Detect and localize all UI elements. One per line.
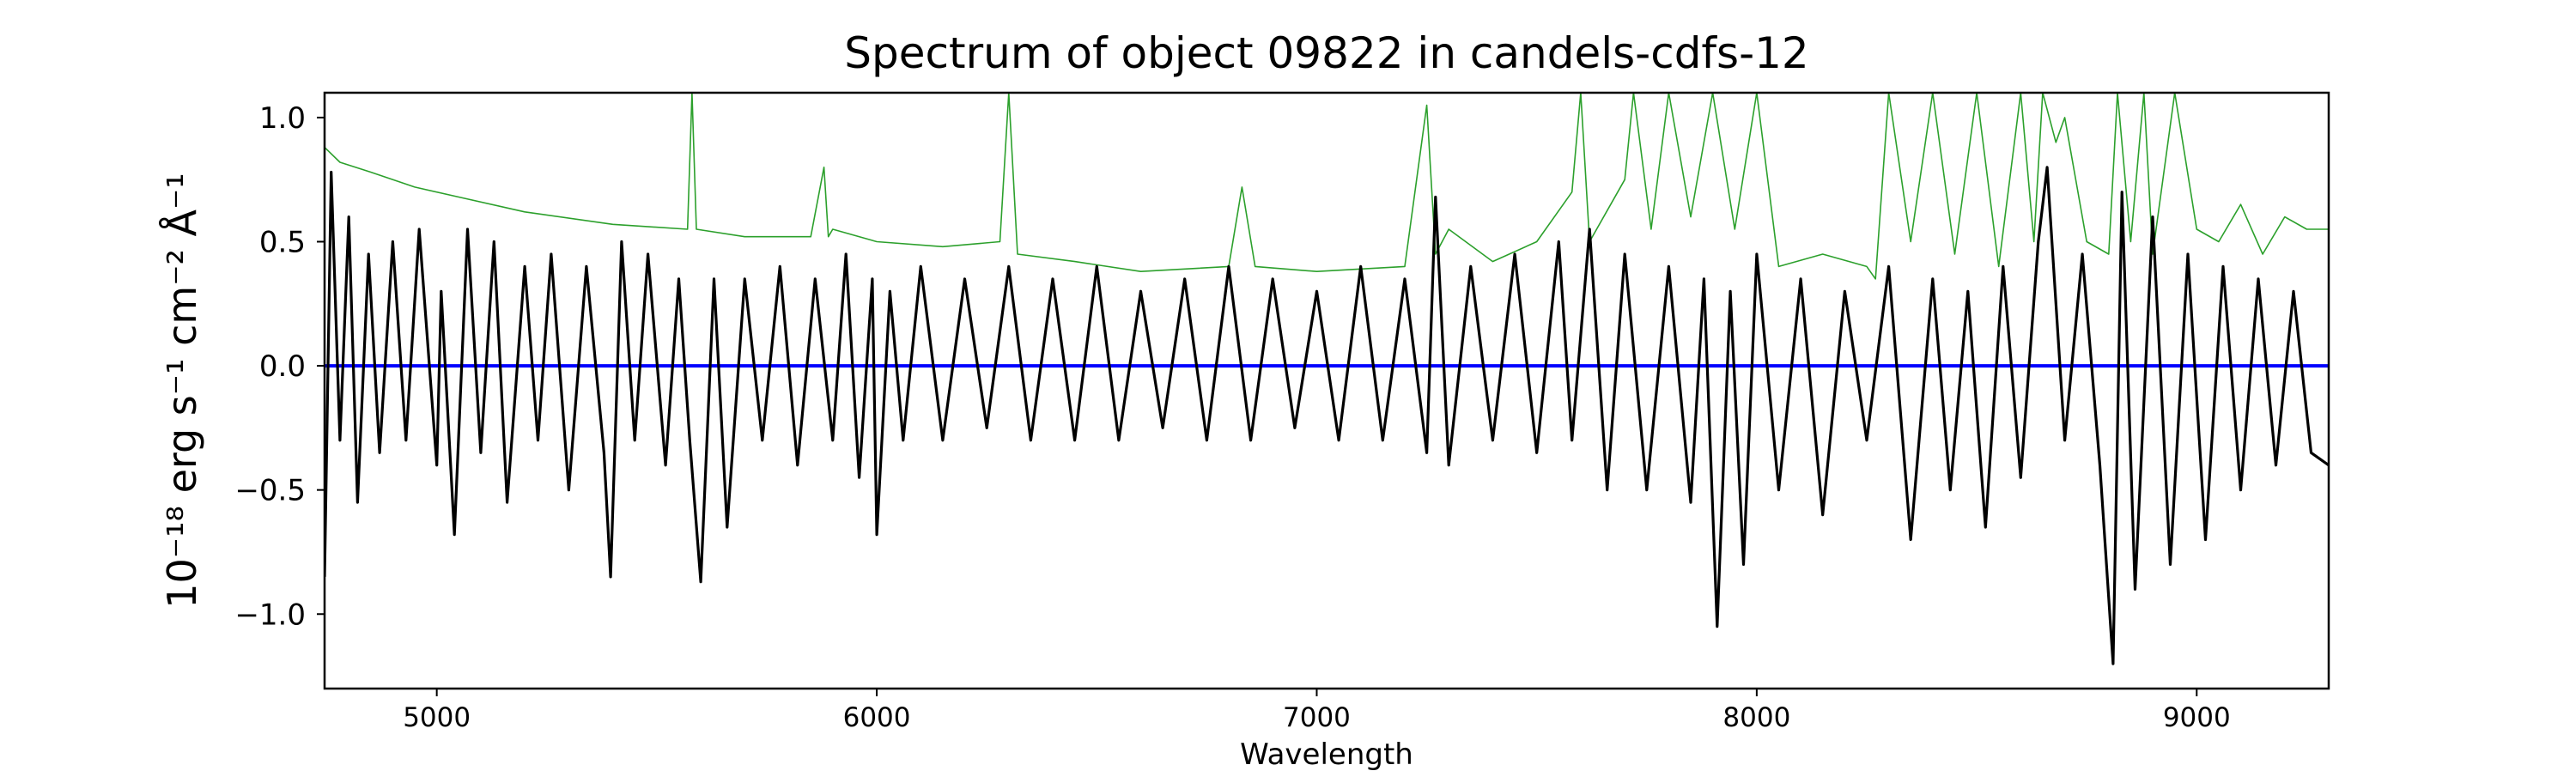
y-tick-label: 1.0 bbox=[259, 101, 306, 136]
x-axis: 5000 6000 7000 8000 9000 bbox=[403, 689, 2231, 733]
plot-frame bbox=[323, 91, 2330, 690]
x-tick-label: 7000 bbox=[1283, 702, 1351, 733]
x-tick-label: 5000 bbox=[403, 702, 471, 733]
x-tick-label: 8000 bbox=[1722, 702, 1790, 733]
y-tick-label: −1.0 bbox=[234, 598, 306, 632]
plot-area bbox=[323, 91, 2330, 690]
x-tick-label: 6000 bbox=[843, 702, 911, 733]
y-tick-label: 0.0 bbox=[259, 349, 306, 384]
y-axis-label: 10⁻¹⁸ erg s⁻¹ cm⁻² Å⁻¹ bbox=[159, 173, 205, 608]
y-axis: −1.0 −0.5 0.0 0.5 1.0 bbox=[234, 101, 325, 632]
y-tick-label: −0.5 bbox=[234, 474, 306, 508]
chart-title: Spectrum of object 09822 in candels-cdfs… bbox=[844, 28, 1809, 78]
series-group bbox=[325, 93, 2329, 665]
y-tick-label: 0.5 bbox=[259, 226, 306, 260]
flux-series-line bbox=[325, 166, 2329, 665]
x-axis-label: Wavelength bbox=[1240, 738, 1413, 772]
error-series-line bbox=[325, 93, 2329, 280]
x-tick-label: 9000 bbox=[2163, 702, 2231, 733]
